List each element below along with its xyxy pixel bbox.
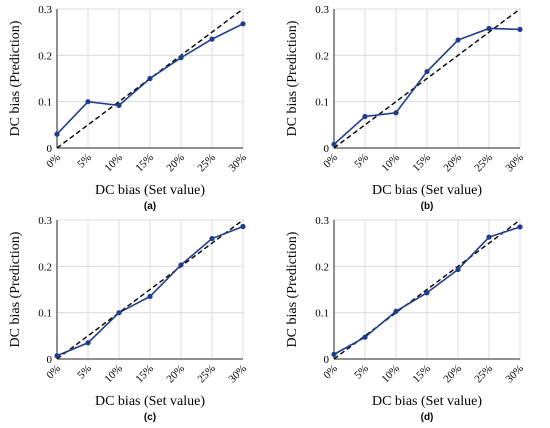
- panel-label: (b): [421, 201, 434, 212]
- y-tick-label: 0.3: [38, 215, 52, 227]
- data-point: [393, 110, 399, 116]
- y-tick-label: 0.3: [315, 215, 329, 227]
- reference-line: [56, 219, 244, 360]
- y-tick-label: 0.1: [38, 308, 52, 320]
- x-tick-label: 15%: [410, 152, 433, 175]
- chart-panel-2: 00.10.20.30% 5% 10% 15% 20% 25% 30%DC bias (Pr…: [285, 4, 526, 212]
- y-tick-label: 0: [47, 143, 53, 155]
- x-tick-label: 15%: [133, 152, 156, 175]
- x-tick-label: 20%: [441, 152, 464, 175]
- data-point: [240, 223, 246, 230]
- x-tick-label: 5%: [352, 363, 371, 382]
- x-axis-label: DC bias (Set value): [95, 183, 205, 198]
- data-point: [517, 26, 523, 32]
- panel-label: (c): [144, 412, 156, 423]
- x-axis-label: DC bias (Set value): [372, 394, 482, 409]
- x-tick-label: 5%: [352, 152, 371, 171]
- y-tick-label: 0: [324, 354, 330, 366]
- y-tick-label: 0.1: [315, 308, 329, 320]
- y-tick-label: 0.2: [38, 50, 52, 62]
- data-point: [424, 68, 430, 75]
- data-point: [517, 224, 523, 230]
- y-tick-label: 0.3: [315, 4, 329, 16]
- data-point: [455, 37, 461, 43]
- data-point: [331, 141, 337, 147]
- data-point: [362, 334, 368, 340]
- data-point: [362, 113, 368, 120]
- y-tick-label: 0: [324, 143, 330, 155]
- data-point: [486, 234, 492, 240]
- data-point: [424, 290, 430, 296]
- y-axis-label: DC bias (Prediction): [285, 231, 300, 347]
- data-point: [209, 235, 215, 242]
- y-axis-label: DC bias (Prediction): [8, 20, 23, 136]
- y-tick-label: 0.2: [315, 50, 329, 62]
- reference-line: [333, 8, 521, 149]
- panel-label: (a): [144, 201, 156, 212]
- data-point: [54, 131, 60, 137]
- data-point: [54, 353, 60, 359]
- data-point: [455, 266, 461, 273]
- data-point: [116, 310, 122, 316]
- x-tick-label: 5%: [75, 363, 94, 382]
- data-point: [178, 55, 184, 61]
- reference-line: [333, 219, 521, 360]
- data-point: [178, 262, 184, 268]
- y-tick-label: 0.3: [38, 4, 52, 16]
- x-tick-label: 30%: [226, 152, 249, 175]
- y-tick-label: 0: [47, 354, 53, 366]
- x-tick-label: 25%: [195, 152, 218, 175]
- x-axis-label: DC bias (Set value): [95, 394, 205, 409]
- y-axis-label: DC bias (Prediction): [8, 231, 23, 347]
- x-tick-label: 15%: [410, 363, 433, 386]
- y-tick-label: 0.2: [38, 261, 52, 273]
- x-tick-label: 20%: [164, 363, 187, 386]
- x-tick-label: 10%: [379, 363, 402, 386]
- data-point: [240, 21, 246, 27]
- data-point: [486, 25, 492, 32]
- x-tick-label: 10%: [102, 363, 125, 386]
- x-tick-label: 25%: [472, 152, 495, 175]
- chart-panel-3: 00.10.20.30% 5% 10% 15% 20% 25% 30%DC bias (Pr…: [8, 215, 249, 423]
- x-tick-label: 5%: [75, 152, 94, 171]
- chart-panel-4: 00.10.20.30% 5% 10% 15% 20% 25% 30%DC bias (Pr…: [285, 215, 526, 423]
- x-tick-label: 20%: [441, 363, 464, 386]
- data-point: [85, 99, 91, 105]
- x-tick-label: 30%: [503, 363, 526, 386]
- panel-label: (d): [421, 412, 434, 423]
- x-tick-label: 30%: [503, 152, 526, 175]
- data-point: [393, 308, 399, 314]
- y-axis-label: DC bias (Prediction): [285, 20, 300, 136]
- x-axis-label: DC bias (Set value): [372, 183, 482, 198]
- data-point: [209, 36, 215, 42]
- y-tick-label: 0.1: [38, 97, 52, 109]
- x-tick-label: 30%: [226, 363, 249, 386]
- data-point: [331, 351, 337, 357]
- data-point: [147, 293, 153, 300]
- data-point: [147, 75, 153, 82]
- chart-panel-1: 00.10.20.30% 5% 10% 15% 20% 25% 30%DC bias (Pr…: [8, 4, 249, 212]
- x-tick-label: 15%: [133, 363, 156, 386]
- x-tick-label: 10%: [102, 152, 125, 175]
- y-tick-label: 0.1: [315, 97, 329, 109]
- x-tick-label: 10%: [379, 152, 402, 175]
- data-point: [85, 340, 91, 346]
- y-tick-label: 0.2: [315, 261, 329, 273]
- data-point: [116, 102, 122, 108]
- x-tick-label: 20%: [164, 152, 187, 175]
- x-tick-label: 25%: [195, 363, 218, 386]
- x-tick-label: 25%: [472, 363, 495, 386]
